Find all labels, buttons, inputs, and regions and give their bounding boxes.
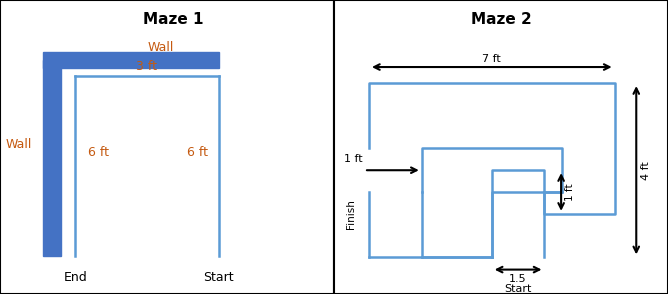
Text: 3 ft: 3 ft bbox=[136, 60, 158, 73]
Bar bbox=[43, 52, 219, 69]
Text: Finish: Finish bbox=[346, 199, 355, 229]
Bar bbox=[43, 60, 61, 256]
Text: 4 ft: 4 ft bbox=[641, 161, 651, 180]
Text: 1 ft: 1 ft bbox=[344, 154, 362, 164]
Text: 1.5: 1.5 bbox=[509, 274, 527, 284]
Text: 6 ft: 6 ft bbox=[88, 146, 109, 159]
Text: 7 ft: 7 ft bbox=[482, 54, 501, 64]
Text: Start: Start bbox=[204, 271, 234, 284]
Text: Maze 2: Maze 2 bbox=[471, 11, 531, 27]
Text: Wall: Wall bbox=[5, 138, 31, 151]
Text: 6 ft: 6 ft bbox=[186, 146, 208, 159]
Text: Maze 1: Maze 1 bbox=[144, 11, 204, 27]
Text: Start: Start bbox=[504, 284, 532, 294]
Text: 1 ft: 1 ft bbox=[565, 183, 575, 201]
Text: Wall: Wall bbox=[147, 41, 174, 54]
Text: End: End bbox=[63, 271, 87, 284]
